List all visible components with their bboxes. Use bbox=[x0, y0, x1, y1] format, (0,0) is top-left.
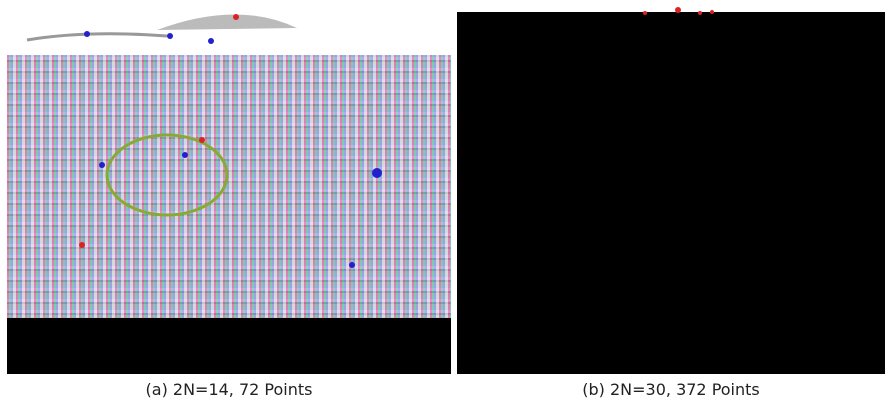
point bbox=[84, 31, 90, 37]
point bbox=[372, 168, 382, 178]
point bbox=[698, 11, 702, 15]
point bbox=[710, 10, 714, 14]
point bbox=[79, 242, 85, 248]
panel-a-points bbox=[7, 55, 451, 318]
point bbox=[208, 38, 214, 44]
panel-b-points bbox=[0, 4, 892, 24]
arc bbox=[27, 34, 167, 40]
point bbox=[167, 33, 173, 39]
dark-region bbox=[7, 318, 451, 374]
arc bbox=[107, 135, 227, 215]
point bbox=[349, 262, 355, 268]
point bbox=[643, 11, 647, 15]
point bbox=[675, 7, 681, 13]
panel-image-a bbox=[7, 10, 451, 374]
point bbox=[99, 162, 105, 168]
panel-image-b bbox=[457, 12, 885, 374]
point bbox=[199, 137, 205, 143]
caption: (a) 2N=14, 72 Points bbox=[7, 380, 451, 399]
point bbox=[182, 152, 188, 158]
caption: (b) 2N=30, 372 Points bbox=[457, 380, 885, 399]
figure: (a) 2N=14, 72 Points (b) 2N=30, 372 Poin… bbox=[0, 0, 892, 403]
